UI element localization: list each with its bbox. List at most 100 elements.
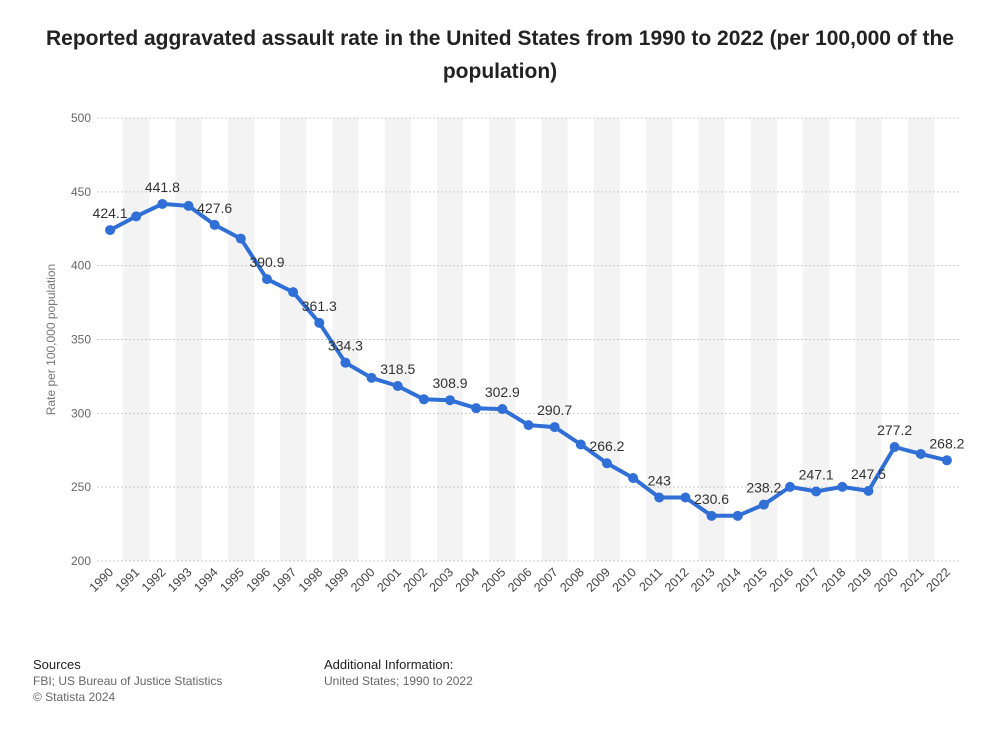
data-label: 441.8 xyxy=(145,179,180,195)
data-label: 302.9 xyxy=(485,384,520,400)
data-point xyxy=(915,448,926,459)
data-point xyxy=(863,485,874,496)
x-tick-label: 1997 xyxy=(270,565,300,595)
data-label: 427.6 xyxy=(197,200,232,216)
data-point xyxy=(785,481,796,492)
y-tick-label: 300 xyxy=(71,406,91,420)
data-point xyxy=(183,200,194,211)
y-axis-label: Rate per 100,000 population xyxy=(44,264,58,415)
data-point xyxy=(628,473,639,484)
data-point xyxy=(575,439,586,450)
y-tick-label: 400 xyxy=(71,259,91,273)
line-chart: 200 250 300 350 400 450 500 Rate per 100,000 po… xyxy=(44,111,965,595)
data-label: 230.6 xyxy=(694,491,729,507)
x-tick-label: 1994 xyxy=(191,565,221,595)
data-point xyxy=(732,510,743,521)
data-point xyxy=(497,404,508,415)
x-tick-label: 1991 xyxy=(113,565,143,595)
x-tick-label: 2021 xyxy=(897,565,927,595)
x-tick-label: 2016 xyxy=(767,565,797,595)
x-tick-label: 2013 xyxy=(688,565,718,595)
sources-line-2: © Statista 2024 xyxy=(33,690,116,704)
data-point xyxy=(523,420,534,431)
x-tick-label: 2006 xyxy=(505,565,535,595)
sources-line-1: FBI; US Bureau of Justice Statistics xyxy=(33,674,223,688)
x-tick-label: 2019 xyxy=(845,565,875,595)
x-tick-label: 2010 xyxy=(610,565,640,595)
x-tick-label: 2004 xyxy=(453,565,483,595)
x-tick-label: 2011 xyxy=(636,565,665,594)
data-point xyxy=(340,357,351,368)
data-label: 247.1 xyxy=(799,466,834,482)
data-label: 318.5 xyxy=(380,361,415,377)
data-label: 247.5 xyxy=(851,466,886,482)
data-label: 243 xyxy=(648,473,672,489)
x-tick-label: 2008 xyxy=(557,565,587,595)
x-tick-label: 1990 xyxy=(87,565,117,595)
data-point xyxy=(680,492,691,503)
sources-block: Sources FBI; US Bureau of Justice Statis… xyxy=(33,657,222,705)
data-point xyxy=(418,394,429,405)
data-point xyxy=(261,274,272,285)
additional-info-heading: Additional Information: xyxy=(324,657,454,672)
data-point xyxy=(837,481,848,492)
y-tick-label: 200 xyxy=(71,554,91,568)
data-label: 308.9 xyxy=(433,375,468,391)
x-tick-label: 2003 xyxy=(427,565,457,595)
y-tick-label: 450 xyxy=(71,185,91,199)
x-tick-label: 1992 xyxy=(139,565,169,595)
data-label: 334.3 xyxy=(328,338,363,354)
x-tick-label: 1995 xyxy=(217,565,247,595)
data-point xyxy=(366,372,377,383)
data-point xyxy=(209,219,220,230)
data-point xyxy=(601,458,612,469)
y-tick-label: 350 xyxy=(71,333,91,347)
data-point xyxy=(445,395,456,406)
data-label: 390.9 xyxy=(249,254,284,270)
data-point xyxy=(288,287,299,298)
data-label: 266.2 xyxy=(589,438,624,454)
x-tick-label: 2020 xyxy=(871,565,901,595)
data-label: 268.2 xyxy=(929,435,964,451)
y-tick-label: 250 xyxy=(71,480,91,494)
data-label: 277.2 xyxy=(877,422,912,438)
data-point xyxy=(314,317,325,328)
x-tick-label: 2012 xyxy=(662,565,692,595)
x-tick-label: 2001 xyxy=(374,565,404,595)
data-point xyxy=(392,381,403,392)
x-tick-label: 2015 xyxy=(740,565,770,595)
additional-info-block: Additional Information: United States; 1… xyxy=(324,657,473,689)
data-point xyxy=(235,233,246,244)
x-tick-label: 2007 xyxy=(531,565,561,595)
data-point xyxy=(549,422,560,433)
data-point xyxy=(706,510,717,521)
data-point xyxy=(758,499,769,510)
additional-info-line-1: United States; 1990 to 2022 xyxy=(324,674,473,688)
column-band xyxy=(750,118,777,561)
data-point xyxy=(811,486,822,497)
data-point xyxy=(471,403,482,414)
x-tick-label: 2018 xyxy=(819,565,849,595)
data-point xyxy=(157,198,168,209)
x-tick-label: 2000 xyxy=(348,565,378,595)
data-point xyxy=(131,211,142,222)
x-tick-label: 2014 xyxy=(714,565,744,595)
x-tick-label: 1993 xyxy=(165,565,195,595)
data-label: 238.2 xyxy=(746,480,781,496)
data-label: 424.1 xyxy=(93,205,128,221)
x-tick-label: 1998 xyxy=(296,565,326,595)
x-tick-label: 1999 xyxy=(322,565,352,595)
y-tick-label: 500 xyxy=(71,111,91,125)
x-tick-label: 1996 xyxy=(244,565,274,595)
x-tick-label: 2009 xyxy=(584,565,614,595)
x-tick-label: 2005 xyxy=(479,565,509,595)
data-label: 361.3 xyxy=(302,298,337,314)
data-point xyxy=(105,225,116,236)
column-band xyxy=(123,118,150,561)
sources-heading: Sources xyxy=(33,657,81,672)
data-point xyxy=(889,442,900,453)
x-tick-label: 2022 xyxy=(923,565,953,595)
x-tick-label: 2017 xyxy=(793,565,823,595)
data-point xyxy=(941,455,952,466)
chart-title: Reported aggravated assault rate in the … xyxy=(46,27,954,83)
